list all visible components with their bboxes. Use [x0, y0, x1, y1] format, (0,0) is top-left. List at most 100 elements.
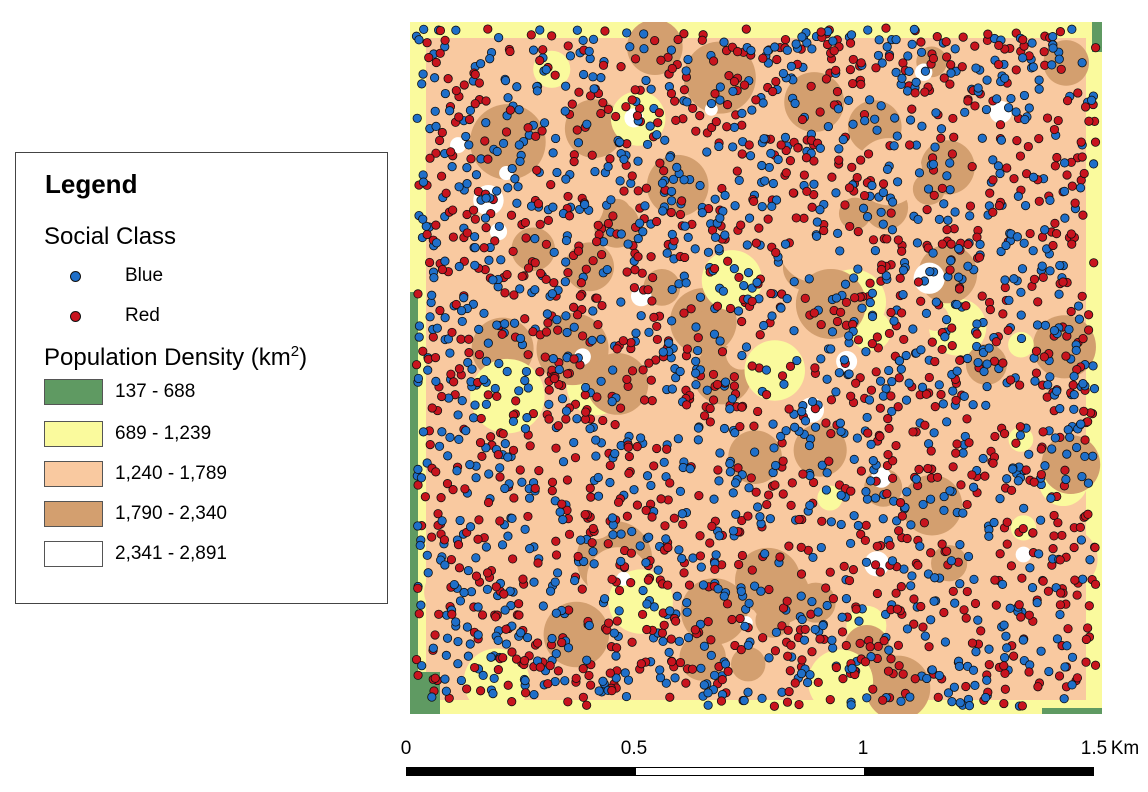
- household-point: [1018, 635, 1028, 645]
- household-point: [902, 624, 913, 634]
- household-point: [847, 663, 857, 673]
- household-point: [974, 252, 985, 262]
- household-point: [1012, 136, 1022, 146]
- household-point: [474, 350, 485, 360]
- household-point: [879, 636, 889, 646]
- household-point: [710, 232, 721, 242]
- household-point: [946, 556, 957, 566]
- household-point: [694, 491, 704, 501]
- household-point: [532, 86, 542, 96]
- household-point: [786, 500, 796, 510]
- household-point: [420, 492, 430, 502]
- household-point: [432, 323, 442, 333]
- household-point: [926, 548, 936, 558]
- household-point: [743, 640, 753, 650]
- household-point: [1088, 361, 1098, 371]
- household-point: [930, 573, 940, 583]
- household-point: [798, 469, 808, 479]
- household-point: [1086, 95, 1097, 105]
- household-point: [430, 673, 440, 683]
- household-point: [941, 37, 951, 47]
- household-point: [637, 609, 648, 620]
- household-point: [672, 591, 682, 601]
- household-point: [656, 55, 666, 65]
- household-point: [1090, 660, 1101, 670]
- legend-item-label: Blue: [125, 265, 164, 286]
- household-point: [756, 586, 766, 596]
- household-point: [710, 564, 720, 574]
- household-point: [707, 521, 717, 531]
- household-point: [715, 82, 725, 92]
- household-point: [697, 35, 707, 45]
- household-point: [777, 371, 788, 381]
- household-point: [653, 118, 663, 128]
- household-point: [558, 515, 568, 525]
- household-point: [533, 558, 543, 568]
- household-point: [741, 342, 752, 352]
- household-point: [940, 332, 950, 342]
- household-point: [543, 679, 553, 689]
- household-point: [655, 158, 665, 168]
- household-point: [498, 653, 508, 663]
- household-point: [809, 179, 819, 189]
- household-point: [901, 350, 911, 361]
- household-point: [815, 107, 825, 117]
- household-point: [905, 115, 916, 125]
- household-point: [673, 34, 683, 45]
- household-point: [1054, 289, 1064, 299]
- household-point: [932, 32, 942, 42]
- household-point: [603, 162, 613, 172]
- household-point: [563, 191, 573, 202]
- household-point: [710, 194, 720, 204]
- household-point: [545, 660, 555, 671]
- household-point: [434, 135, 445, 146]
- household-point: [749, 421, 759, 431]
- household-point: [490, 383, 500, 394]
- household-point: [437, 391, 447, 402]
- household-point: [608, 211, 618, 221]
- household-point: [947, 323, 957, 333]
- household-point: [552, 315, 562, 325]
- household-point: [478, 670, 488, 680]
- household-point: [877, 58, 887, 68]
- map-canvas[interactable]: [410, 22, 1102, 714]
- household-point: [1084, 601, 1094, 611]
- household-point: [755, 330, 765, 340]
- household-point: [827, 635, 837, 645]
- household-point: [928, 159, 939, 169]
- household-point: [886, 208, 896, 218]
- household-point: [1048, 32, 1058, 42]
- household-point: [891, 588, 901, 598]
- household-point: [451, 617, 461, 627]
- household-point: [992, 94, 1002, 104]
- household-point: [413, 583, 423, 593]
- household-point: [796, 668, 807, 679]
- household-point: [800, 416, 811, 426]
- household-point: [1024, 667, 1034, 677]
- household-point: [560, 106, 570, 116]
- household-point: [492, 186, 502, 196]
- population-density-map[interactable]: [410, 22, 1102, 714]
- household-point: [605, 477, 615, 488]
- household-point: [893, 177, 903, 187]
- household-point: [431, 467, 441, 477]
- household-point: [1047, 444, 1057, 454]
- household-point: [714, 476, 724, 486]
- household-point: [493, 450, 503, 460]
- household-point: [702, 385, 712, 395]
- household-point: [435, 25, 446, 36]
- household-point: [891, 440, 901, 451]
- household-point: [928, 53, 939, 64]
- household-point: [1047, 60, 1057, 70]
- household-point: [428, 332, 438, 342]
- household-point: [1011, 438, 1021, 448]
- household-point: [483, 390, 493, 400]
- household-point: [865, 95, 875, 105]
- household-point: [679, 568, 689, 578]
- household-point: [753, 406, 763, 417]
- household-point: [716, 696, 727, 706]
- household-point: [913, 214, 923, 225]
- household-point: [1080, 102, 1091, 112]
- household-point: [853, 335, 864, 345]
- household-point: [1067, 680, 1077, 690]
